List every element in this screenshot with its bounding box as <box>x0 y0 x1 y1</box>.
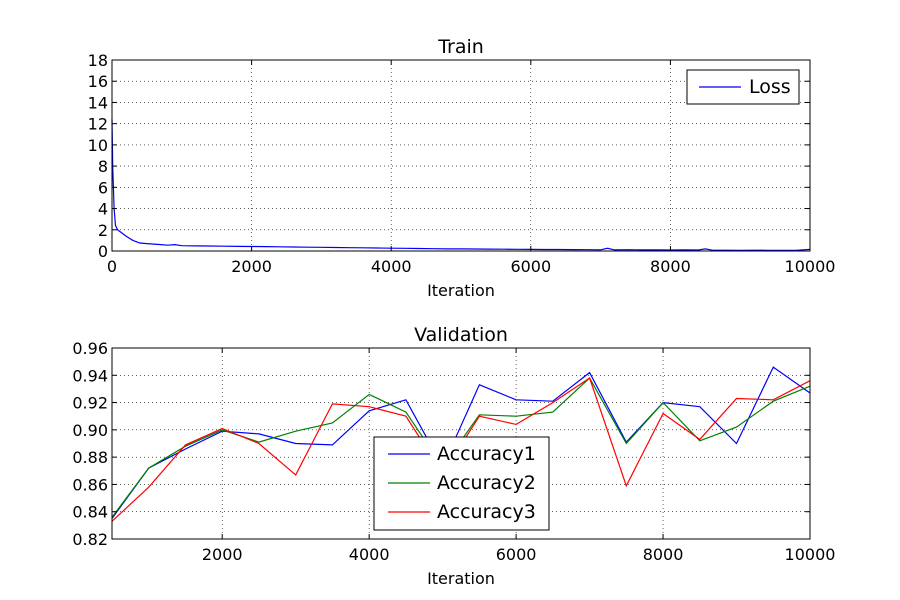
train-ticks: 0 2000 4000 6000 8000 10000 0 2 4 6 8 10 12 14 16 18 <box>88 51 836 276</box>
train-x-tick-label: 2000 <box>231 257 272 276</box>
train-x-tick-label: 4000 <box>371 257 412 276</box>
series-line-loss <box>111 119 811 251</box>
validation-y-tick-label: 0.88 <box>72 448 108 467</box>
validation-legend: Accuracy1 Accuracy2 Accuracy3 <box>373 436 550 531</box>
validation-plot-frame <box>111 347 811 540</box>
legend-label-accuracy3: Accuracy3 <box>437 501 536 523</box>
validation-x-axis-label: Iteration <box>427 569 495 588</box>
train-y-tick-label: 14 <box>88 93 108 112</box>
train-x-tick-label: 8000 <box>650 257 691 276</box>
legend-label-accuracy1: Accuracy1 <box>437 443 536 465</box>
train-y-tick-label: 4 <box>98 200 108 219</box>
train-y-tick-label: 8 <box>98 157 108 176</box>
validation-y-tick-label: 0.94 <box>72 366 108 385</box>
validation-chart: Validation 2000 4000 6000 8000 10000 0.82 0.84… <box>72 324 835 588</box>
train-y-tick-label: 12 <box>88 115 108 134</box>
train-y-tick-label: 2 <box>98 221 108 240</box>
legend-label-loss: Loss <box>749 76 791 98</box>
validation-x-tick-label: 2000 <box>202 545 243 564</box>
validation-y-tick-label: 0.92 <box>72 394 108 413</box>
validation-x-tick-label: 6000 <box>496 545 537 564</box>
train-y-tick-label: 10 <box>88 136 108 155</box>
validation-chart-title: Validation <box>414 324 508 346</box>
train-x-axis-label: Iteration <box>427 281 495 300</box>
validation-y-tick-label: 0.84 <box>72 503 108 522</box>
train-y-tick-label: 6 <box>98 178 108 197</box>
train-plot-frame <box>111 59 811 252</box>
train-chart: Train 0 2000 4000 6000 8000 10000 0 2 4 6 8 10 12 14 1… <box>88 36 836 300</box>
validation-x-tick-label: 8000 <box>643 545 684 564</box>
validation-ticks: 2000 4000 6000 8000 10000 0.82 0.84 0.86 0.88 0.9… <box>72 339 835 564</box>
train-series <box>111 119 811 251</box>
validation-y-tick-label: 0.86 <box>72 475 108 494</box>
train-x-tick-label: 6000 <box>510 257 551 276</box>
validation-x-tick-label: 10000 <box>785 545 836 564</box>
train-legend: Loss <box>686 69 800 105</box>
train-x-tick-label: 0 <box>107 257 117 276</box>
validation-y-tick-label: 0.90 <box>72 421 108 440</box>
legend-label-accuracy2: Accuracy2 <box>437 472 536 494</box>
train-y-tick-label: 18 <box>88 51 108 70</box>
train-chart-title: Train <box>437 36 484 58</box>
train-y-tick-label: 0 <box>98 242 108 261</box>
validation-x-tick-label: 4000 <box>349 545 390 564</box>
train-y-tick-label: 16 <box>88 72 108 91</box>
validation-y-tick-label: 0.82 <box>72 530 108 549</box>
validation-y-tick-label: 0.96 <box>72 339 108 358</box>
train-x-tick-label: 10000 <box>785 257 836 276</box>
